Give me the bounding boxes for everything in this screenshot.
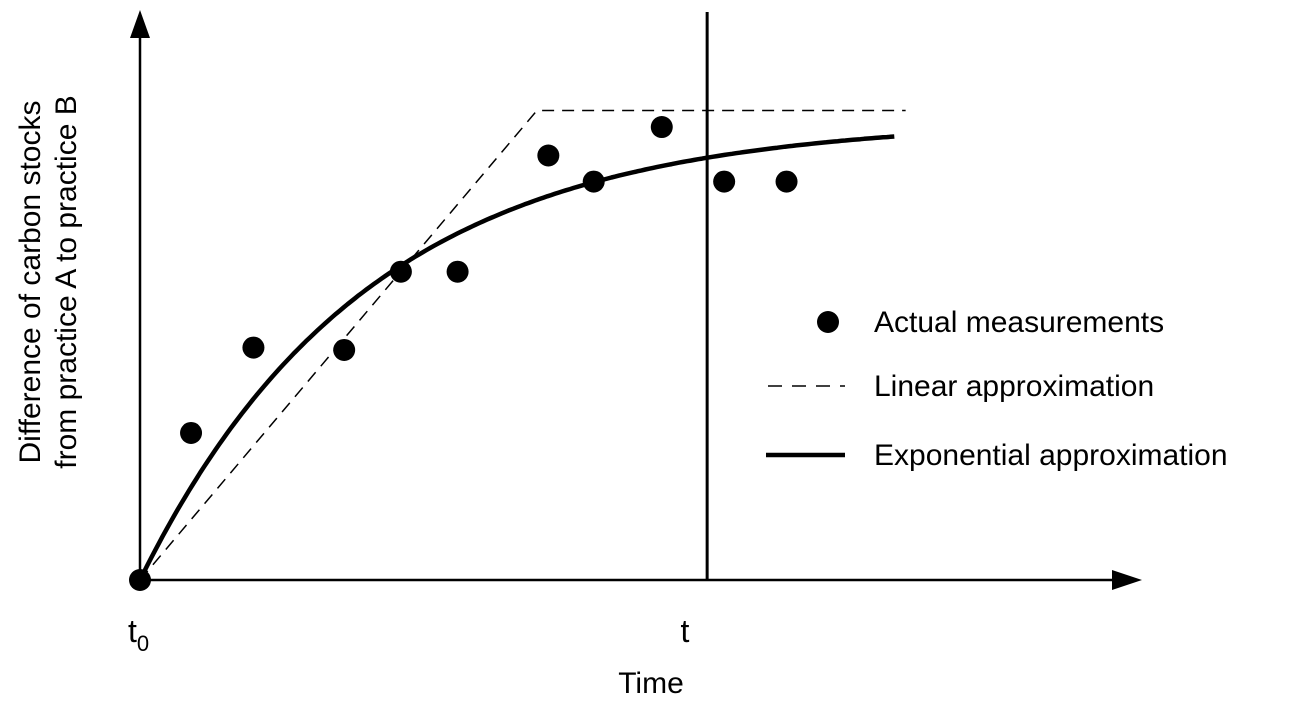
x-tick-label-t: t — [681, 613, 690, 649]
y-axis-label-line-1: Difference of carbon stocks — [14, 101, 47, 464]
measurement-point — [537, 144, 560, 167]
measurement-point — [389, 260, 412, 283]
legend-marker-measurements — [817, 311, 839, 333]
measurement-point — [242, 336, 265, 359]
y-axis-label-line-2: from practice A to practice B — [50, 95, 83, 469]
exponential-approximation-curve — [137, 134, 895, 582]
legend-label-measurements: Actual measurements — [874, 306, 1164, 339]
measurement-point — [446, 260, 469, 283]
linear-approximation-line — [139, 109, 906, 581]
measurement-point — [180, 421, 203, 444]
plot-area — [129, 12, 906, 591]
x-axis-arrow-icon — [1112, 570, 1142, 590]
measurement-point — [582, 170, 605, 193]
measurement-point — [713, 170, 736, 193]
legend-label-exponential: Exponential approximation — [874, 439, 1228, 472]
x-axis-label: Time — [618, 667, 684, 700]
measurement-point — [333, 338, 356, 361]
y-axis-arrow-icon — [130, 10, 150, 38]
legend-label-linear: Linear approximation — [874, 370, 1154, 403]
legend: Actual measurements Linear approximation… — [766, 306, 1228, 472]
measurement-point — [650, 116, 673, 139]
measurement-point — [775, 170, 798, 193]
x-tick-label-t0: t0 — [128, 613, 149, 656]
